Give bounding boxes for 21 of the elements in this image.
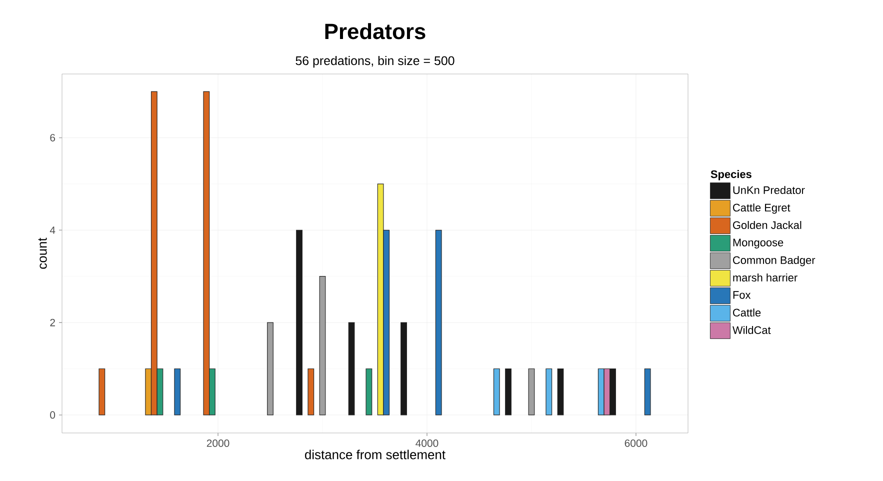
legend-label: WildCat <box>732 326 771 334</box>
legend-title: Species <box>710 170 752 180</box>
y-tick-label: 4 <box>50 226 56 234</box>
x-tick-label: 6000 <box>624 440 648 447</box>
chart-title: Predators <box>325 23 426 40</box>
y-tick-label: 2 <box>50 318 55 326</box>
y-tick-label: 6 <box>50 134 56 142</box>
legend-label: Golden Jackal <box>733 220 802 230</box>
x-tick-label: 4000 <box>416 440 438 447</box>
legend-label: Fox <box>733 291 751 299</box>
y-tick-label: 0 <box>50 411 56 419</box>
legend-label: Cattle Egret <box>733 203 790 214</box>
y-axis-title: count <box>38 238 47 269</box>
legend-label: Cattle <box>733 308 761 317</box>
x-tick-label: 2000 <box>206 440 230 447</box>
legend-label: Common Badger <box>733 256 816 266</box>
legend-label: UnKn Predator <box>733 186 805 194</box>
legend-label: marsh harrier <box>733 273 798 282</box>
legend-label: Mongoose <box>733 238 784 248</box>
x-axis-title: distance from settlement <box>305 450 446 460</box>
chart-subtitle: 56 predations, bin size = 500 <box>296 56 454 68</box>
